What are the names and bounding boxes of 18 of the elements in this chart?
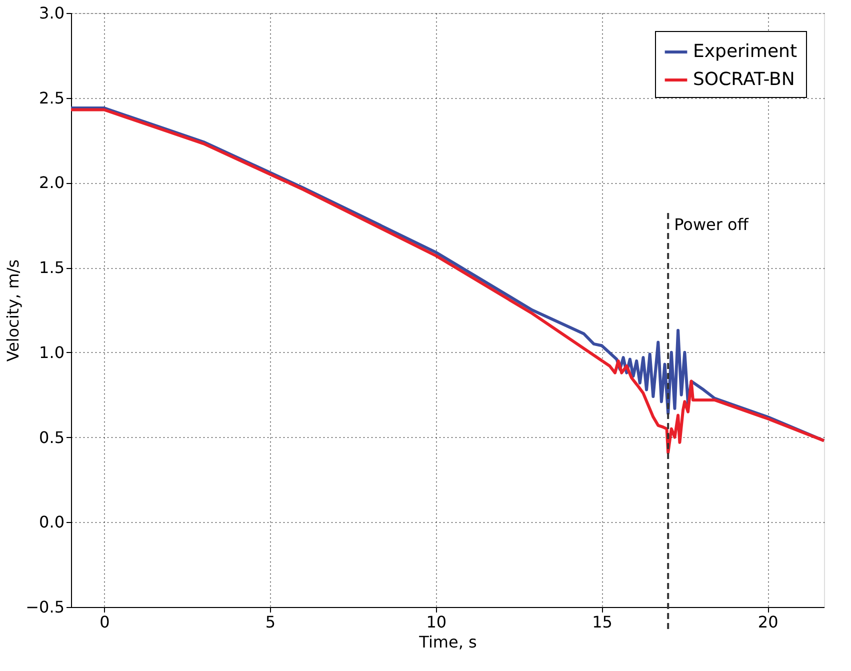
y-tick-label: 2.5 — [39, 88, 64, 108]
y-axis-title: Velocity, m/s — [4, 259, 23, 362]
legend-label: SOCRAT-BN — [693, 69, 795, 90]
legend-label: Experiment — [693, 41, 798, 62]
x-axis-title: Time, s — [418, 632, 477, 652]
x-tick-label: 15 — [592, 612, 612, 632]
y-tick-label: 0.0 — [39, 512, 64, 532]
x-tick-label: 0 — [100, 612, 110, 632]
x-tick-label: 10 — [426, 612, 447, 632]
y-tick-label: 1.5 — [39, 258, 64, 278]
ref-line-label: Power off — [674, 215, 750, 234]
y-tick-label: 2.0 — [39, 173, 64, 192]
x-tick-label: 20 — [758, 612, 778, 632]
y-tick-label: −0.5 — [26, 598, 64, 616]
y-tick-label: 1.0 — [39, 342, 64, 362]
y-tick-label: 3.0 — [39, 4, 64, 22]
y-tick-label: 0.5 — [39, 428, 64, 447]
x-tick-label: 5 — [265, 612, 276, 632]
